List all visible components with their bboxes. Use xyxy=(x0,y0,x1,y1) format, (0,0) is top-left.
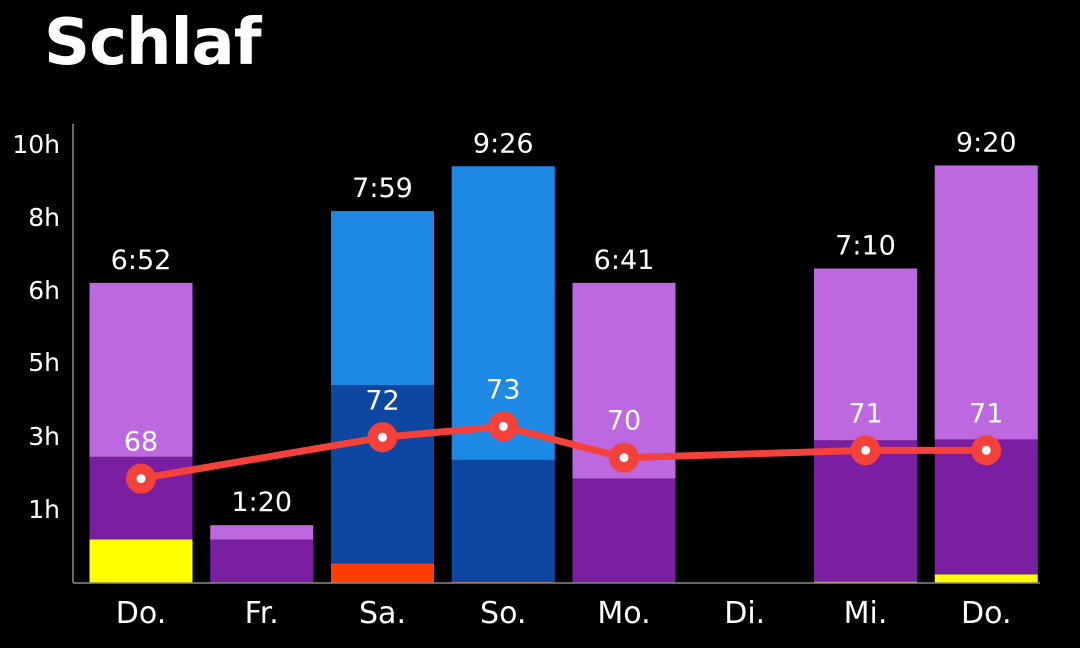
x-tick-label: Do. xyxy=(961,596,1011,631)
bar-segment xyxy=(89,539,193,583)
score-label: 71 xyxy=(848,398,882,429)
bar-total-label: 1:20 xyxy=(231,487,292,518)
y-tick-label: 1h xyxy=(28,495,60,524)
x-tick-label: Do. xyxy=(116,596,166,631)
score-label: 71 xyxy=(969,398,1003,429)
bar-segment xyxy=(934,165,1038,440)
score-point-center xyxy=(378,432,387,442)
bar-total-label: 6:52 xyxy=(111,245,172,276)
bar-segment xyxy=(331,385,434,564)
score-point-center xyxy=(981,445,991,455)
bar-total-label: 7:59 xyxy=(352,173,413,204)
score-line xyxy=(137,422,990,483)
bar-segment xyxy=(89,282,193,457)
x-tick-label: So. xyxy=(480,596,526,631)
x-tick-label: Fr. xyxy=(245,596,279,631)
score-line-group: 68 72 73 70 71 71 xyxy=(124,374,1003,494)
x-tick-label: Mo. xyxy=(597,596,650,631)
bar-segment xyxy=(572,478,676,583)
bar-segment xyxy=(451,459,555,582)
score-label: 72 xyxy=(365,385,399,416)
bar-total-label: 7:10 xyxy=(835,230,896,261)
score-label: 70 xyxy=(607,406,641,437)
bar-segment xyxy=(331,563,434,583)
x-tick-label: Mi. xyxy=(844,596,888,631)
bar-total-label: 9:26 xyxy=(473,128,534,159)
y-tick-label: 3h xyxy=(28,422,60,451)
y-tick-label: 8h xyxy=(28,203,60,232)
bars-group xyxy=(89,165,1038,583)
bar-segment xyxy=(814,268,917,441)
y-tick-label: 10h xyxy=(12,130,60,159)
axes-group: 1h 3h 5h 6h 8h 10h xyxy=(12,124,1040,584)
x-tick-label: Di. xyxy=(724,596,765,631)
bar-total-label: 9:20 xyxy=(956,127,1017,158)
bar-segment xyxy=(210,539,314,583)
page-title: Schlaf xyxy=(44,6,262,80)
score-label: 73 xyxy=(486,374,520,405)
score-point-center xyxy=(861,445,870,455)
bar-segment xyxy=(934,574,1038,583)
bar-total-label: 6:41 xyxy=(594,245,655,276)
bar-segment xyxy=(331,211,434,386)
bar-segment xyxy=(451,166,555,460)
score-label: 68 xyxy=(124,427,158,458)
x-tick-label: Sa. xyxy=(359,596,406,631)
bar-segment xyxy=(210,525,314,540)
y-tick-label: 6h xyxy=(28,276,60,305)
score-point-center xyxy=(498,421,508,431)
labels-group: Do. 6:52 Fr. 1:20 Sa. 7:59 So. 9:26 Mo. 6:41 Di. Mi… xyxy=(111,127,1017,631)
score-point-center xyxy=(619,453,629,463)
y-tick-label: 5h xyxy=(28,348,60,377)
score-point-center xyxy=(136,474,146,484)
